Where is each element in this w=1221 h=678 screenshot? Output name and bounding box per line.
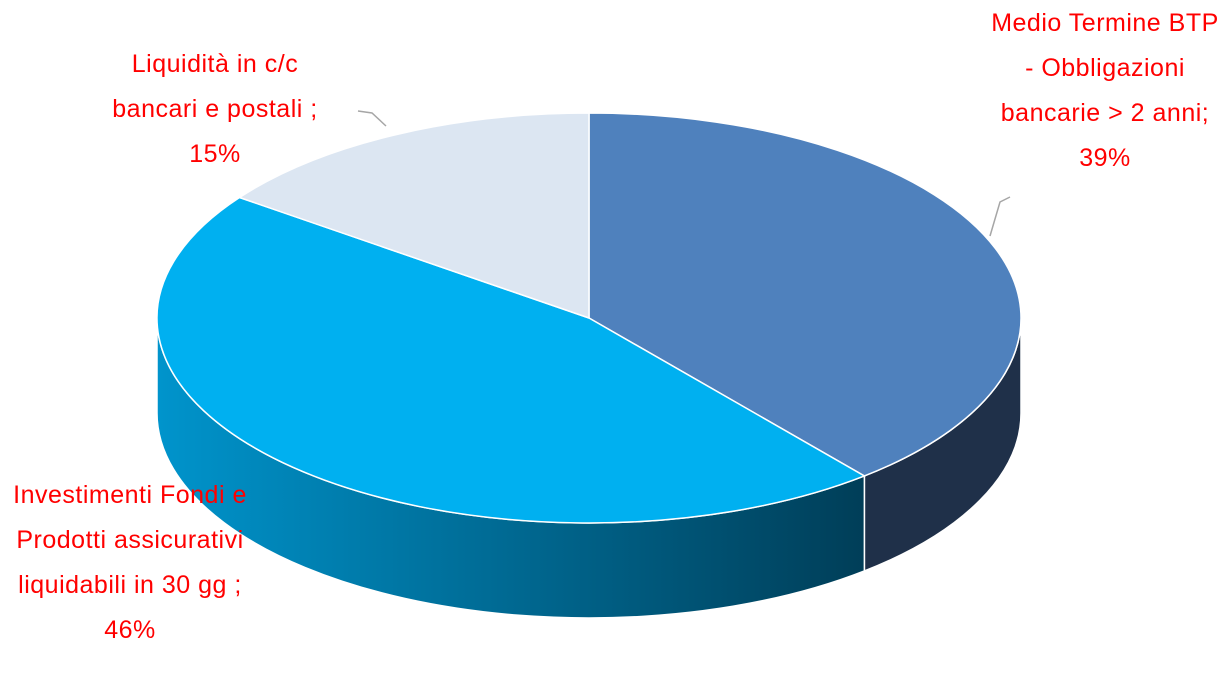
value-label: ; 15% bbox=[189, 95, 318, 168]
leader-line bbox=[989, 196, 1011, 237]
data-label: Medio Termine BTP - Obbligazioni bancari… bbox=[985, 1, 1221, 181]
value-label: ; 39% bbox=[1079, 99, 1210, 172]
data-label: Liquidità in c/c bancari e postali ; 15% bbox=[90, 42, 340, 177]
category-label: Investimenti Fondi e Prodotti assicurati… bbox=[13, 481, 247, 599]
pie-slice bbox=[237, 112, 590, 320]
category-label: Liquidità in c/c bancari e postali bbox=[112, 50, 303, 123]
data-label: Investimenti Fondi e Prodotti assicurati… bbox=[5, 473, 255, 653]
category-label: Medio Termine BTP - Obbligazioni bancari… bbox=[991, 9, 1219, 127]
pie-slice bbox=[588, 112, 1022, 477]
value-label: ; 46% bbox=[104, 571, 242, 644]
pie-slice bbox=[156, 196, 867, 524]
leader-line bbox=[357, 110, 387, 127]
